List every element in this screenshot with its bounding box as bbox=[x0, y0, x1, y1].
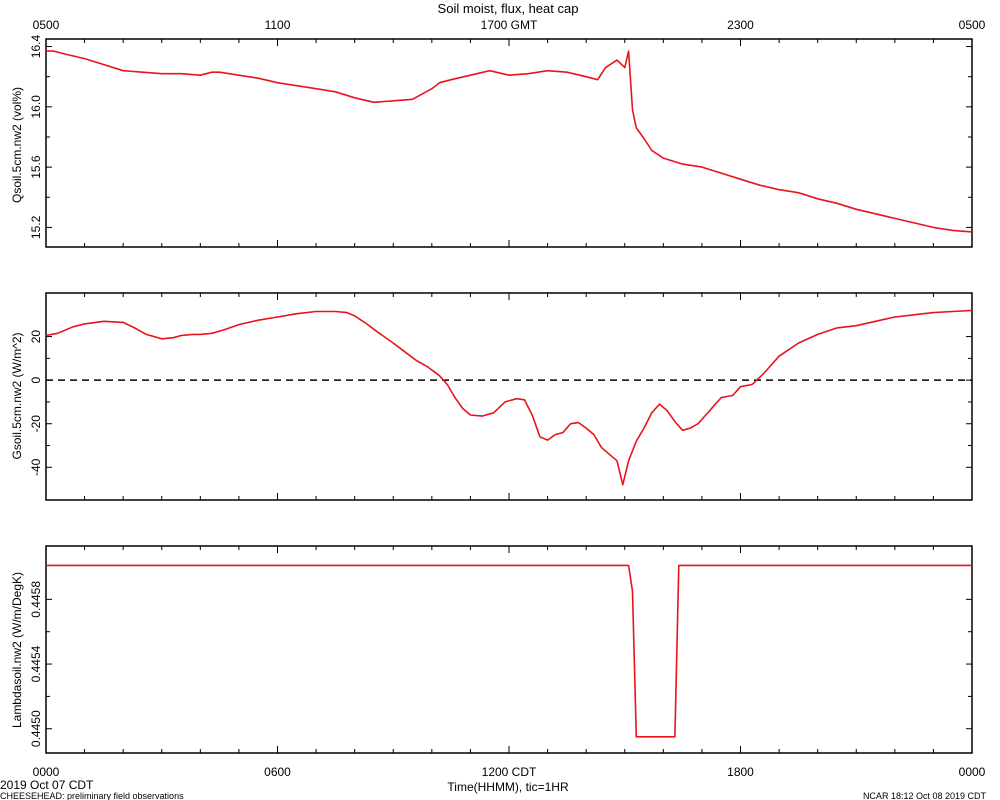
bottom-tick-label: 1200 CDT bbox=[482, 765, 537, 779]
y-tick-label: 0 bbox=[29, 377, 43, 384]
y-tick-label: 0.4454 bbox=[29, 645, 43, 682]
panel-2-frame bbox=[45, 292, 973, 501]
top-tick-label: 0500 bbox=[33, 18, 60, 32]
soil-conductivity-panel: Lambdasoil.nw2 (W/m/DegK) 0.4450 0.4454 0.… bbox=[10, 545, 973, 754]
bottom-tick-label: 0000 bbox=[33, 765, 60, 779]
y-tick-label: 16.4 bbox=[29, 35, 43, 59]
timestamp-note: NCAR 18:12 Oct 08 2019 CDT bbox=[863, 791, 987, 800]
top-tick-label: 0500 bbox=[959, 18, 986, 32]
y-tick-label: -20 bbox=[29, 415, 43, 433]
top-tick-label: 1100 bbox=[265, 18, 291, 32]
y-tick-label: 15.6 bbox=[29, 155, 43, 179]
date-label: 2019 Oct 07 CDT bbox=[0, 778, 94, 792]
x-axis-label: Time(HHMM), tic=1HR bbox=[447, 780, 569, 794]
panel-1-ylabel: Qsoil.5cm.nw2 (vol%) bbox=[10, 87, 24, 203]
bottom-axis-ticks: 0000 0600 1200 CDT 1800 0000 bbox=[33, 765, 986, 779]
panel-2-ylabel: Gsoil.5cm.nw2 (W/m^2) bbox=[10, 333, 24, 460]
soil-heat-flux-panel: Gsoil.5cm.nw2 (W/m^2) -40 -20 0 20 bbox=[10, 292, 973, 501]
series-line-panel-1 bbox=[46, 50, 973, 233]
y-tick-label: 20 bbox=[29, 330, 43, 344]
bottom-tick-label: 1800 bbox=[727, 765, 754, 779]
top-tick-label: 1700 GMT bbox=[481, 18, 538, 32]
soil-moisture-panel: Qsoil.5cm.nw2 (vol%) 15.2 15.6 16.0 16.4 bbox=[10, 35, 973, 248]
bottom-tick-label: 0000 bbox=[959, 765, 986, 779]
panel-1-frame bbox=[45, 38, 973, 248]
series-line-panel-2 bbox=[45, 309, 973, 486]
y-tick-label: -40 bbox=[29, 458, 43, 476]
y-tick-label: 16.0 bbox=[29, 95, 43, 119]
panel-3-frame bbox=[45, 545, 973, 754]
y-tick-label: 0.4458 bbox=[29, 581, 43, 618]
source-note: CHEESEHEAD: preliminary field observatio… bbox=[0, 791, 184, 800]
chart-title: Soil moist, flux, heat cap bbox=[438, 1, 579, 16]
series-line-panel-3 bbox=[46, 564, 972, 738]
y-tick-label: 15.2 bbox=[29, 215, 43, 239]
y-tick-label: 0.4450 bbox=[29, 710, 43, 747]
top-axis-ticks: 0500 1100 1700 GMT 2300 0500 bbox=[33, 18, 986, 32]
bottom-tick-label: 0600 bbox=[264, 765, 291, 779]
top-tick-label: 2300 bbox=[727, 18, 754, 32]
panel-3-ylabel: Lambdasoil.nw2 (W/m/DegK) bbox=[10, 572, 24, 728]
